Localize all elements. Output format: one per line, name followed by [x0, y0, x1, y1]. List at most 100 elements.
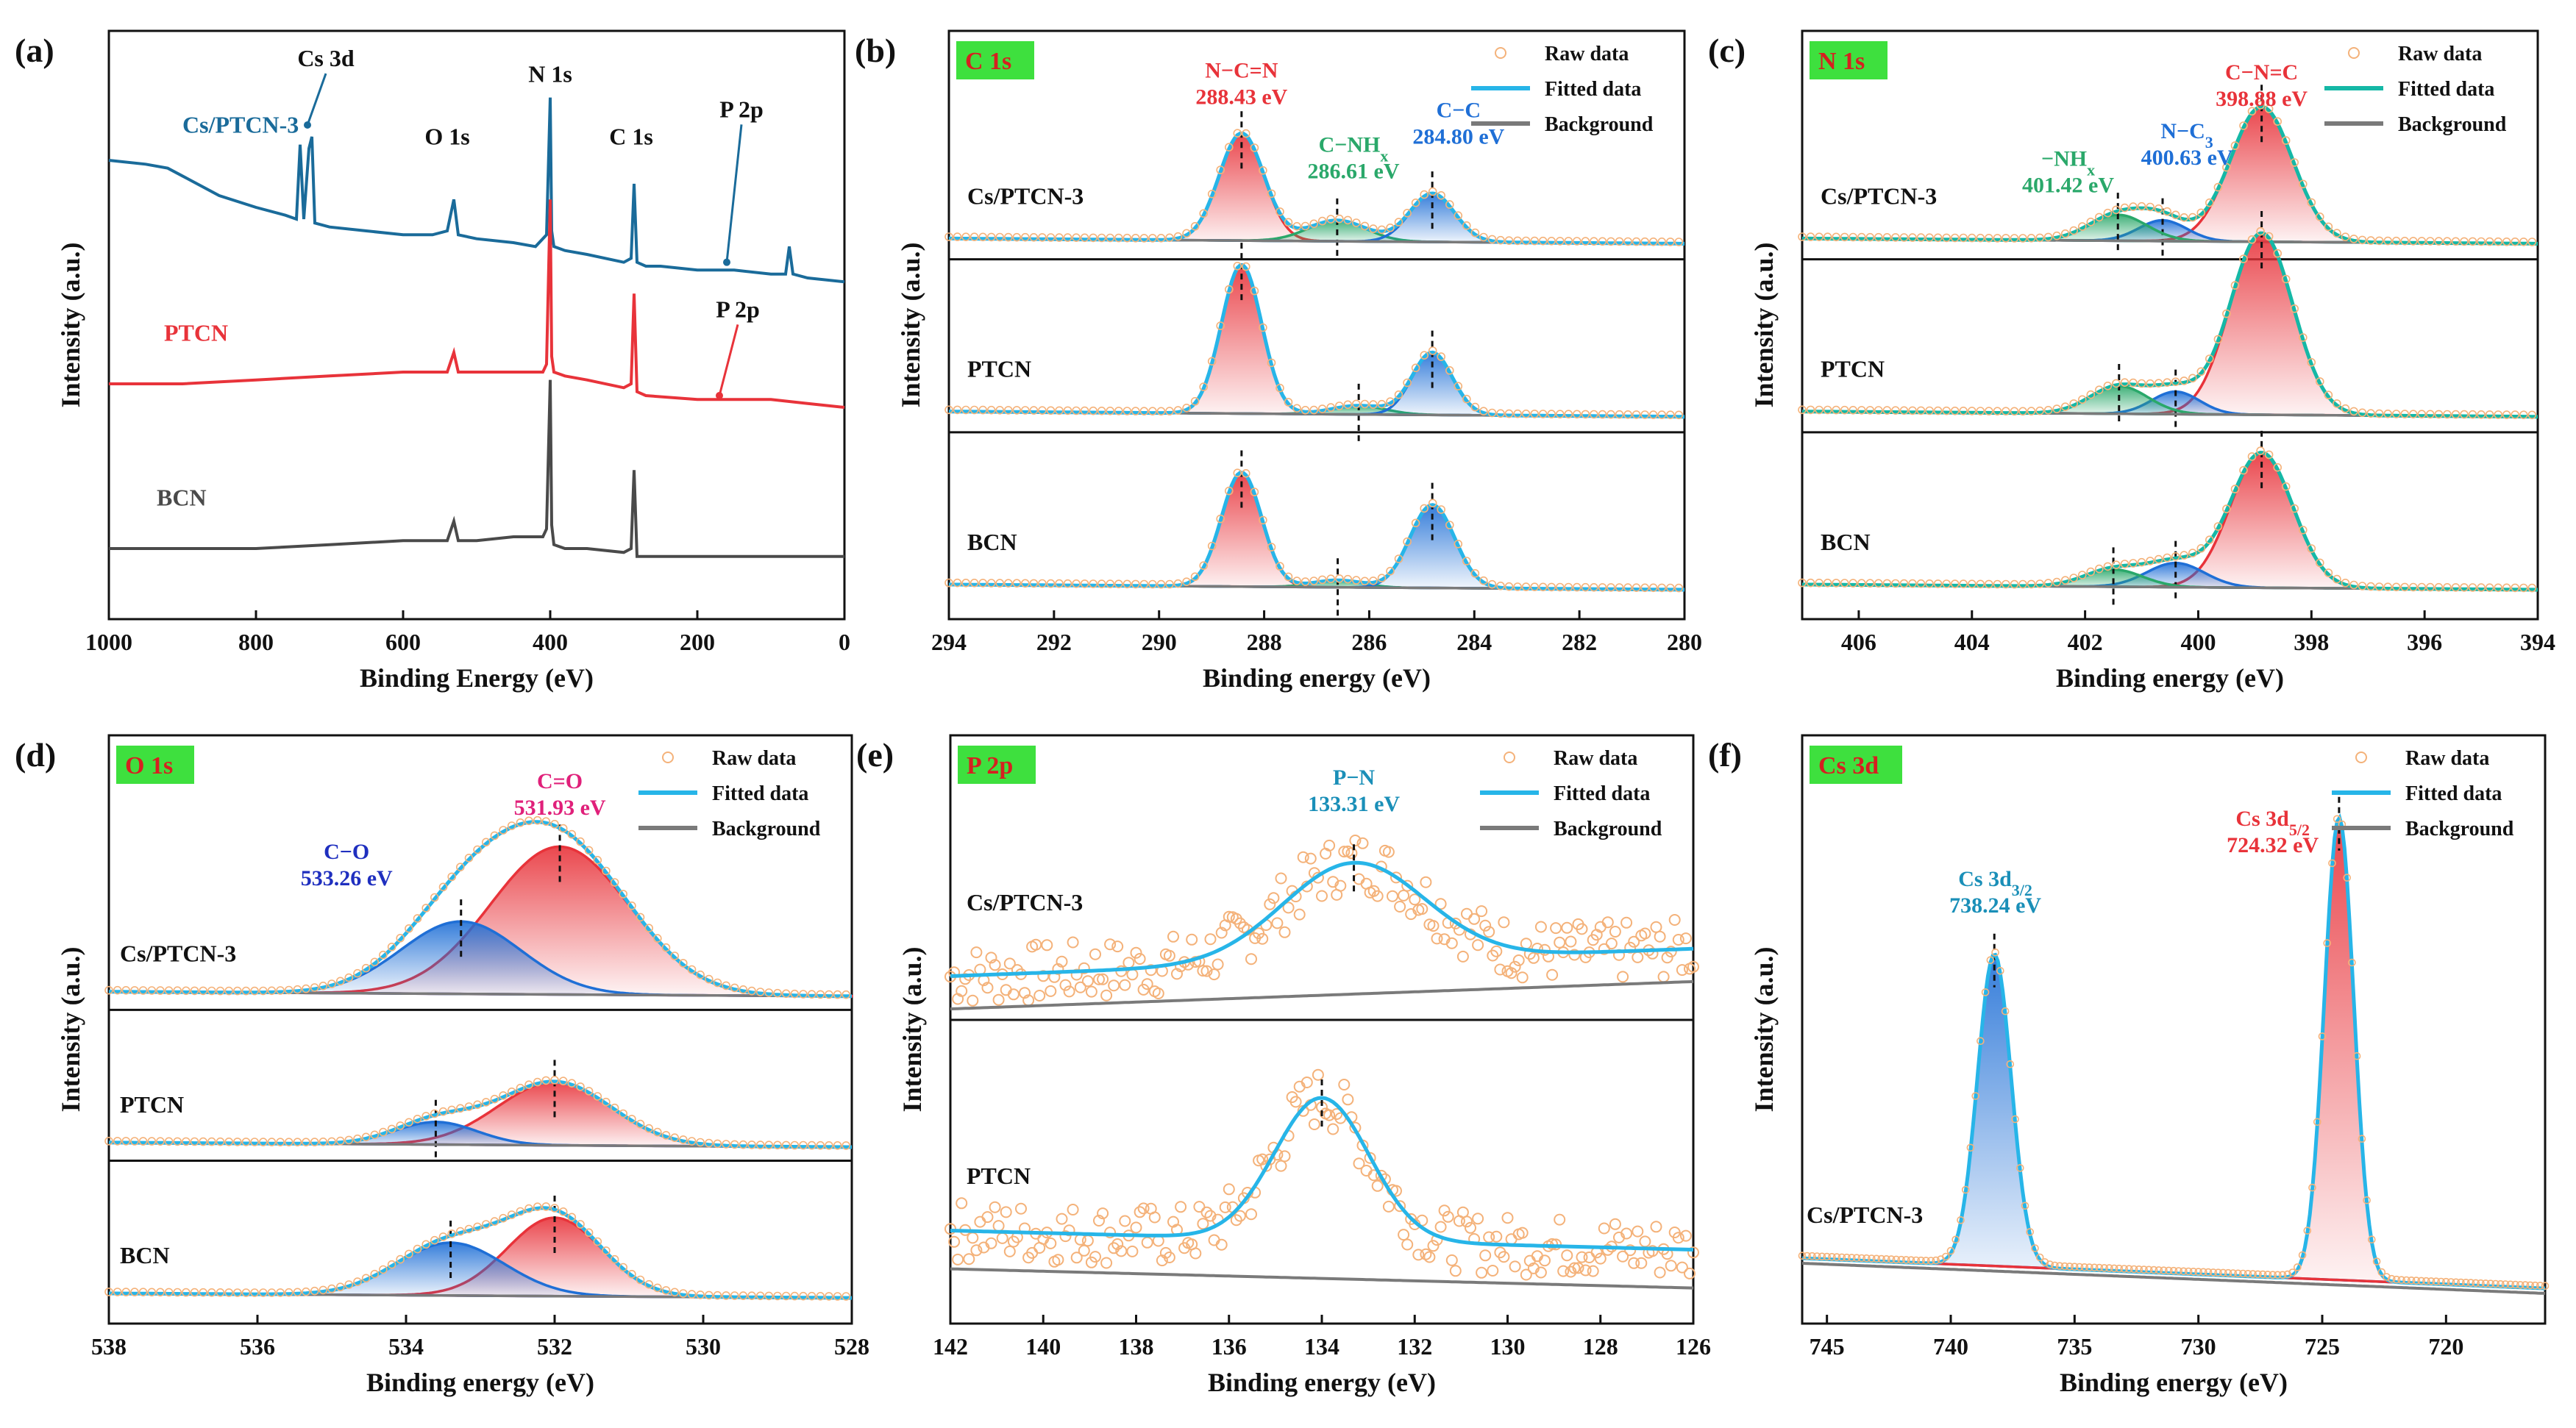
raw-data-point	[781, 1291, 791, 1301]
raw-data-point	[1317, 216, 1327, 226]
raw-data-point	[1165, 233, 1174, 243]
raw-data-point	[147, 986, 157, 995]
raw-data-point	[2010, 407, 2019, 416]
raw-data-point	[1256, 1153, 1269, 1165]
raw-data-point	[755, 988, 765, 996]
x-tick-label: 0	[839, 629, 850, 655]
peak-value: 133.31 eV	[1308, 792, 1400, 816]
raw-data-point	[1327, 1123, 1339, 1135]
raw-data-point	[992, 993, 1005, 1006]
raw-data-point	[2112, 560, 2121, 570]
raw-data-point	[2434, 410, 2444, 419]
raw-data-point	[250, 1288, 259, 1297]
raw-data-point	[2163, 378, 2171, 388]
raw-data-point	[2247, 107, 2257, 116]
raw-data-point	[773, 1291, 782, 1301]
raw-data-point	[1207, 189, 1217, 199]
raw-data-point	[2299, 333, 2308, 342]
raw-data-point	[2100, 1264, 2108, 1272]
raw-data-point	[2006, 1060, 2015, 1068]
raw-data-point	[2477, 583, 2486, 592]
raw-data-point	[558, 1207, 568, 1216]
raw-data-point	[2273, 117, 2282, 126]
raw-data-point	[773, 1140, 782, 1150]
raw-data-point	[2247, 235, 2257, 244]
raw-data-point	[455, 1104, 465, 1113]
raw-data-point	[2040, 1258, 2049, 1266]
raw-data-point	[986, 405, 996, 415]
raw-data-point	[481, 1220, 491, 1229]
raw-data-point	[516, 818, 525, 827]
peak-component	[1801, 232, 2538, 418]
raw-data-point	[1676, 964, 1688, 977]
raw-data-point	[2409, 582, 2418, 592]
raw-data-point	[2333, 574, 2341, 584]
sample-label: BCN	[157, 484, 207, 510]
raw-data-point	[1015, 1202, 1027, 1215]
raw-data-point	[1343, 574, 1353, 584]
raw-data-point	[232, 1138, 242, 1146]
x-tick-label: 132	[1397, 1333, 1432, 1360]
raw-data-point	[593, 1237, 602, 1246]
raw-data-point	[1114, 407, 1123, 415]
raw-data-point	[447, 872, 457, 882]
raw-data-point	[2526, 1281, 2535, 1290]
raw-data-point	[438, 1232, 448, 1241]
raw-data-point	[1317, 404, 1327, 413]
raw-data-point	[2135, 1265, 2143, 1274]
peak-component	[108, 1241, 853, 1299]
raw-data-point	[1089, 1251, 1101, 1263]
raw-data-point	[981, 1211, 994, 1224]
raw-data-point	[2341, 404, 2350, 413]
panel-letter: (c)	[1708, 32, 1746, 69]
raw-data-point	[473, 1100, 482, 1110]
sample-label: PTCN	[1821, 356, 1885, 382]
raw-data-point	[1216, 321, 1225, 330]
raw-data-point	[2163, 207, 2171, 216]
raw-data-point	[1428, 187, 1437, 196]
raw-data-point	[1598, 410, 1607, 419]
plot-frame	[947, 29, 1686, 621]
raw-data-point	[1386, 397, 1395, 407]
raw-data-point	[833, 1141, 842, 1150]
raw-data-point	[602, 1246, 611, 1255]
raw-data-point	[1908, 406, 1917, 415]
raw-data-point	[310, 1286, 319, 1296]
raw-data-point	[2426, 582, 2435, 592]
raw-data-point	[953, 578, 962, 588]
raw-data-point	[199, 1288, 208, 1297]
raw-data-point	[1556, 410, 1565, 419]
raw-data-point	[1316, 890, 1328, 902]
panel-letter: (e)	[856, 736, 894, 774]
raw-data-point	[1264, 898, 1276, 910]
raw-data-point	[267, 1138, 277, 1146]
raw-data-point	[1074, 981, 1086, 993]
raw-data-point	[190, 986, 199, 996]
raw-data-point	[2477, 237, 2486, 246]
raw-data-point	[1479, 576, 1488, 585]
raw-data-point	[1496, 235, 1505, 245]
raw-data-point	[1204, 933, 1217, 946]
x-tick-label: 1000	[85, 629, 132, 655]
raw-data-point	[1208, 968, 1220, 981]
raw-data-point	[1301, 405, 1310, 415]
raw-data-point	[1607, 237, 1615, 246]
raw-data-point	[1431, 932, 1443, 945]
raw-data-point	[524, 1080, 533, 1089]
raw-data-point	[1080, 579, 1089, 588]
raw-data-point	[2043, 579, 2053, 588]
raw-data-point	[1173, 232, 1183, 241]
raw-data-point	[1012, 406, 1022, 415]
raw-data-point	[173, 1137, 182, 1146]
raw-data-point	[1423, 1251, 1436, 1263]
raw-data-point	[1104, 1227, 1117, 1239]
raw-data-point	[1078, 962, 1090, 974]
raw-data-point	[1490, 945, 1503, 957]
x-tick-label: 136	[1211, 1333, 1247, 1360]
raw-data-point	[1093, 1215, 1105, 1227]
raw-data-point	[747, 1140, 756, 1149]
raw-data-point	[1573, 237, 1581, 246]
raw-data-point	[421, 904, 431, 913]
raw-data-point	[1377, 399, 1387, 409]
x-axis-label: Binding energy (eV)	[366, 1368, 594, 1397]
